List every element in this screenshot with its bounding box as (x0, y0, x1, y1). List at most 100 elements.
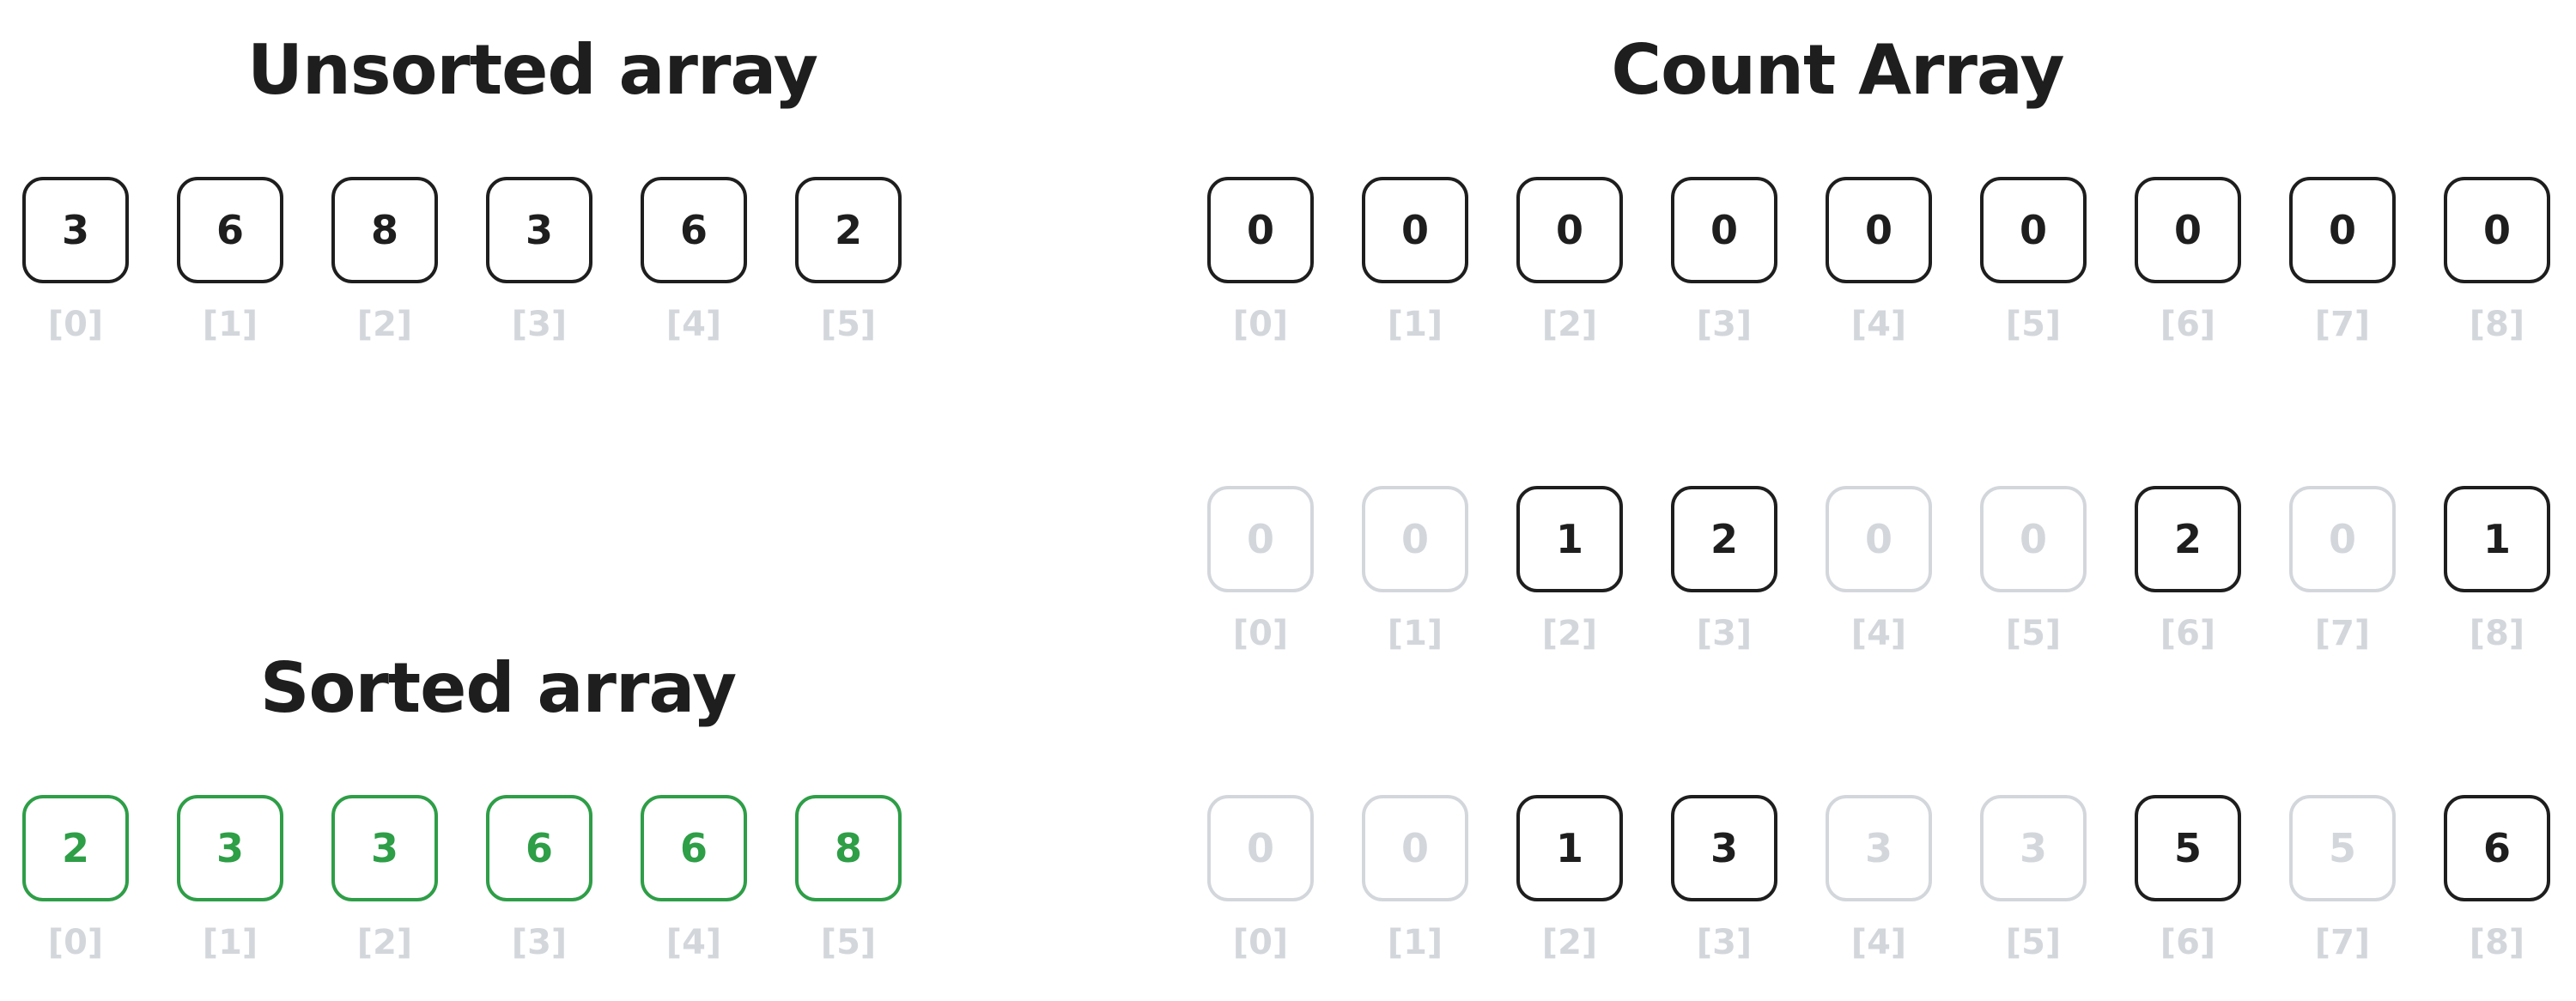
count-array-cumulative-cell: 5 [7] (2289, 795, 2396, 960)
count-array-cumulative-value-box: 5 (2135, 795, 2241, 901)
count-array-initial-value-box: 0 (1980, 177, 2087, 283)
count-array-initial-cell: 0 [3] (1671, 177, 1777, 342)
count-array-initial-index-label: [4] (1850, 305, 1907, 344)
unsorted-array-index-label: [0] (47, 305, 104, 344)
unsorted-array-value-box: 6 (177, 177, 283, 283)
count-array-cumulative-index-label: [3] (1696, 923, 1753, 962)
count-array-cumulative-value-box: 3 (1671, 795, 1777, 901)
count-array-counts-index-label: [7] (2314, 614, 2371, 653)
sorted-array-value-box: 8 (795, 795, 902, 901)
count-array-counts-index-label: [6] (2160, 614, 2216, 653)
count-array-counts-cell: 2 [3] (1671, 486, 1777, 651)
count-array-initial-index-label: [8] (2469, 305, 2525, 344)
unsorted-array-cell: 3 [3] (486, 177, 592, 342)
count-array-initial-index-label: [7] (2314, 305, 2371, 344)
count-array-counts-index-label: [3] (1696, 614, 1753, 653)
count-array-cumulative-value-box: 0 (1362, 795, 1468, 901)
unsorted-array-index-label: [5] (820, 305, 877, 344)
sorted-array-cell: 6 [4] (641, 795, 747, 960)
unsorted-array-value-box: 8 (331, 177, 438, 283)
unsorted-array-cell: 6 [4] (641, 177, 747, 342)
count-array-initial-cell: 0 [4] (1826, 177, 1932, 342)
count-array-title: Count Array (1611, 30, 2064, 110)
count-array-cumulative-index-label: [0] (1232, 923, 1289, 962)
count-array-counts-value-box: 2 (2135, 486, 2241, 592)
count-array-cumulative-cell: 3 [5] (1980, 795, 2087, 960)
sorted-array-index-label: [5] (820, 923, 877, 962)
count-array-cumulative: 0 [0] 0 [1] 1 [2] 3 [3] 3 [4] 3 [5] 5 [6] 5 [7] 6 [8] (1207, 795, 2550, 960)
count-array-counts-index-label: [2] (1541, 614, 1598, 653)
count-array-cumulative-value-box: 0 (1207, 795, 1314, 901)
sorted-array-value-box: 6 (641, 795, 747, 901)
sorted-array-index-label: [0] (47, 923, 104, 962)
sorted-array-index-label: [2] (356, 923, 413, 962)
count-array-initial-index-label: [0] (1232, 305, 1289, 344)
unsorted-array-title: Unsorted array (246, 30, 818, 110)
unsorted-array-cell: 8 [2] (331, 177, 438, 342)
count-array-cumulative-value-box: 3 (1826, 795, 1932, 901)
count-array-initial-value-box: 0 (2135, 177, 2241, 283)
count-array-counts-cell: 1 [2] (1516, 486, 1623, 651)
count-array-counts-value-box: 0 (1980, 486, 2087, 592)
count-array-initial-index-label: [6] (2160, 305, 2216, 344)
count-array-counts-index-label: [8] (2469, 614, 2525, 653)
count-array-counts-value-box: 0 (1207, 486, 1314, 592)
sorted-array-cell: 3 [1] (177, 795, 283, 960)
count-array-initial-index-label: [5] (2005, 305, 2062, 344)
unsorted-array-cell: 6 [1] (177, 177, 283, 342)
count-array-counts-index-label: [1] (1387, 614, 1443, 653)
count-array-initial-value-box: 0 (1516, 177, 1623, 283)
unsorted-array-value-box: 3 (486, 177, 592, 283)
count-array-cumulative-cell: 6 [8] (2444, 795, 2550, 960)
count-array-counts-cell: 2 [6] (2135, 486, 2241, 651)
count-array-cumulative-cell: 0 [0] (1207, 795, 1314, 960)
count-array-initial-value-box: 0 (1671, 177, 1777, 283)
count-array-initial-cell: 0 [6] (2135, 177, 2241, 342)
count-array-cumulative-index-label: [6] (2160, 923, 2216, 962)
count-array-counts-cell: 0 [7] (2289, 486, 2396, 651)
unsorted-array-cell: 2 [5] (795, 177, 902, 342)
unsorted-array-cell: 3 [0] (22, 177, 129, 342)
count-array-counts-index-label: [0] (1232, 614, 1289, 653)
count-array-initial-index-label: [2] (1541, 305, 1598, 344)
unsorted-array: 3 [0] 6 [1] 8 [2] 3 [3] 6 [4] 2 [5] (22, 177, 902, 342)
count-array-cumulative-value-box: 6 (2444, 795, 2550, 901)
sorted-array-cell: 3 [2] (331, 795, 438, 960)
count-array-initial-value-box: 0 (2289, 177, 2396, 283)
count-array-cumulative-value-box: 5 (2289, 795, 2396, 901)
count-array-counts-value-box: 0 (2289, 486, 2396, 592)
sorted-array: 2 [0] 3 [1] 3 [2] 6 [3] 6 [4] 8 [5] (22, 795, 902, 960)
count-array-cumulative-cell: 1 [2] (1516, 795, 1623, 960)
count-array-initial-value-box: 0 (1207, 177, 1314, 283)
count-array-cumulative-index-label: [7] (2314, 923, 2371, 962)
count-array-counts-value-box: 1 (1516, 486, 1623, 592)
count-array-counts-index-label: [4] (1850, 614, 1907, 653)
count-array-counts-value-box: 2 (1671, 486, 1777, 592)
unsorted-array-index-label: [1] (202, 305, 258, 344)
sorted-array-value-box: 2 (22, 795, 129, 901)
count-array-cumulative-value-box: 3 (1980, 795, 2087, 901)
count-array-counts-cell: 0 [0] (1207, 486, 1314, 651)
count-array-initial-cell: 0 [8] (2444, 177, 2550, 342)
count-array-initial-index-label: [1] (1387, 305, 1443, 344)
count-array-counts-value-box: 0 (1826, 486, 1932, 592)
count-array-cumulative-index-label: [1] (1387, 923, 1443, 962)
count-array-cumulative-index-label: [8] (2469, 923, 2525, 962)
sorted-array-index-label: [4] (665, 923, 722, 962)
unsorted-array-value-box: 6 (641, 177, 747, 283)
count-array-initial-cell: 0 [0] (1207, 177, 1314, 342)
sorted-array-index-label: [1] (202, 923, 258, 962)
count-array-counts-cell: 0 [5] (1980, 486, 2087, 651)
sorted-array-cell: 2 [0] (22, 795, 129, 960)
sorted-array-cell: 8 [5] (795, 795, 902, 960)
count-array-cumulative-value-box: 1 (1516, 795, 1623, 901)
count-array-cumulative-index-label: [5] (2005, 923, 2062, 962)
count-array-counts-cell: 1 [8] (2444, 486, 2550, 651)
count-array-initial-cell: 0 [5] (1980, 177, 2087, 342)
count-array-initial-index-label: [3] (1696, 305, 1753, 344)
unsorted-array-index-label: [4] (665, 305, 722, 344)
sorted-array-cell: 6 [3] (486, 795, 592, 960)
count-array-initial-cell: 0 [7] (2289, 177, 2396, 342)
count-array-counts-value-box: 0 (1362, 486, 1468, 592)
unsorted-array-index-label: [2] (356, 305, 413, 344)
